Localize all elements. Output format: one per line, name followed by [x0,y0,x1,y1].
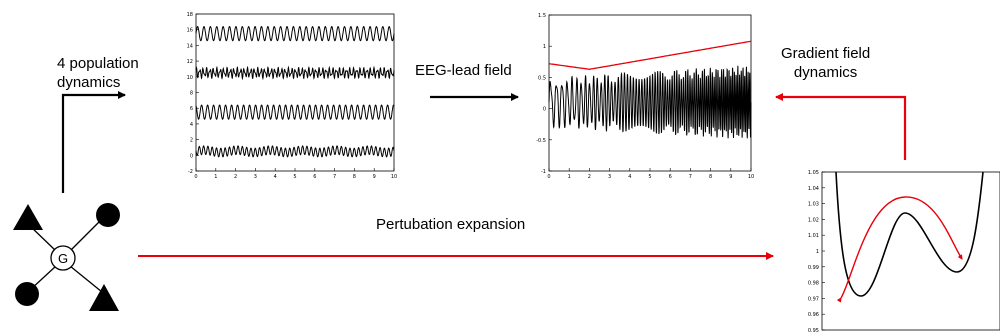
y-tick-label: 0.5 [538,75,546,81]
x-tick-label: 6 [669,174,672,180]
y-tick-label: -2 [188,169,193,175]
y-tick-label: 0 [190,153,193,159]
chart3-frame [821,171,1000,331]
x-tick-label: 4 [628,174,631,180]
center-node-label: G [58,251,68,266]
x-tick-label: 1 [214,174,217,180]
y-tick-label: 16 [187,28,193,34]
x-tick-label: 10 [748,174,754,180]
x-tick-label: 8 [709,174,712,180]
population-graph: G [13,203,120,311]
chart3-ticks: 0.95 0.96 0.97 0.98 0.99 1 1.01 1.02 1.03 1.04 1.0… [808,170,825,334]
y-tick-label: -1 [541,169,546,175]
x-tick-label: 6 [313,174,316,180]
y-tick-label: 6 [190,106,193,112]
gradient-landscape-chart: 0.95 0.96 0.97 0.98 0.99 1 1.01 1.02 1.03 1.04 1.0… [808,170,1000,334]
eeg-trace [548,65,752,139]
population-dynamics-line1: 4 population [57,55,139,72]
triangle-node-top-left [13,204,43,230]
eeg-lead-field-label: EEG-lead field [415,62,512,79]
y-tick-label: 1 [816,249,819,255]
y-tick-label: 0.95 [808,328,819,334]
x-tick-label: 0 [547,174,550,180]
y-tick-label: 12 [187,59,193,65]
y-tick-label: 4 [190,122,193,128]
trajectory-curve [836,196,963,303]
y-tick-label: 0.98 [808,281,819,287]
chart2-ticks: -1 -0.5 0 0.5 1 1.5 0 1 2 3 4 5 6 7 8 9 10 [536,13,754,180]
gradient-envelope-trace [548,40,752,70]
center-node [50,245,76,271]
y-tick-label: 10 [187,75,193,81]
y-tick-label: 1.01 [808,233,819,239]
y-tick-label: 1.03 [808,202,819,208]
y-tick-label: 1.04 [808,186,819,192]
population-dynamics-label: 4 population dynamics [57,54,139,92]
population-trace [195,145,395,158]
y-tick-label: -0.5 [536,138,546,144]
y-tick-label: 8 [190,91,193,97]
chart2-traces [548,40,752,139]
y-tick-label: 18 [187,12,193,18]
elbow-arrow-to-population [61,91,126,193]
gradient-field-line1: Gradient field [781,45,871,62]
gradient-field-label: Gradient field dynamics [781,44,870,82]
y-tick-label: 0.99 [808,265,819,271]
chart1-traces [195,25,395,158]
x-tick-label: 5 [293,174,296,180]
x-tick-label: 9 [373,174,376,180]
y-tick-label: 1.05 [808,170,819,176]
x-tick-label: 3 [608,174,611,180]
x-tick-label: 2 [234,174,237,180]
y-tick-label: 1.5 [538,13,546,19]
x-tick-label: 0 [194,174,197,180]
gradient-field-line2: dynamics [793,64,858,81]
circle-node-bottom-left [15,282,39,306]
x-tick-label: 1 [568,174,571,180]
eeg-chart: -1 -0.5 0 0.5 1 1.5 0 1 2 3 4 5 6 7 8 9 10 [536,13,754,180]
y-tick-label: 0.96 [808,312,819,318]
y-tick-label: 1.02 [808,217,819,223]
x-tick-label: 4 [274,174,277,180]
x-tick-label: 3 [254,174,257,180]
y-tick-label: 1 [543,44,546,50]
population-dynamics-line2: dynamics [57,74,121,91]
x-tick-label: 10 [391,174,397,180]
y-tick-label: 14 [187,43,193,49]
x-tick-label: 7 [333,174,336,180]
y-tick-label: 2 [190,138,193,144]
population-trace [195,65,395,81]
perturbation-expansion-label: Pertubation expansion [376,216,526,233]
population-trace [195,25,395,42]
x-tick-label: 5 [648,174,651,180]
circle-node-top-right [96,203,120,227]
x-tick-label: 7 [689,174,692,180]
x-tick-label: 2 [588,174,591,180]
edge-bottom-right [69,265,103,293]
potential-curve [835,171,984,297]
y-tick-label: 0.97 [808,296,819,302]
x-tick-label: 9 [729,174,732,180]
triangle-node-bottom-right [89,284,119,311]
y-tick-label: 0 [543,107,546,113]
population-trace [195,104,395,120]
elbow-arrow-from-landscape [775,93,907,160]
x-tick-label: 8 [353,174,356,180]
